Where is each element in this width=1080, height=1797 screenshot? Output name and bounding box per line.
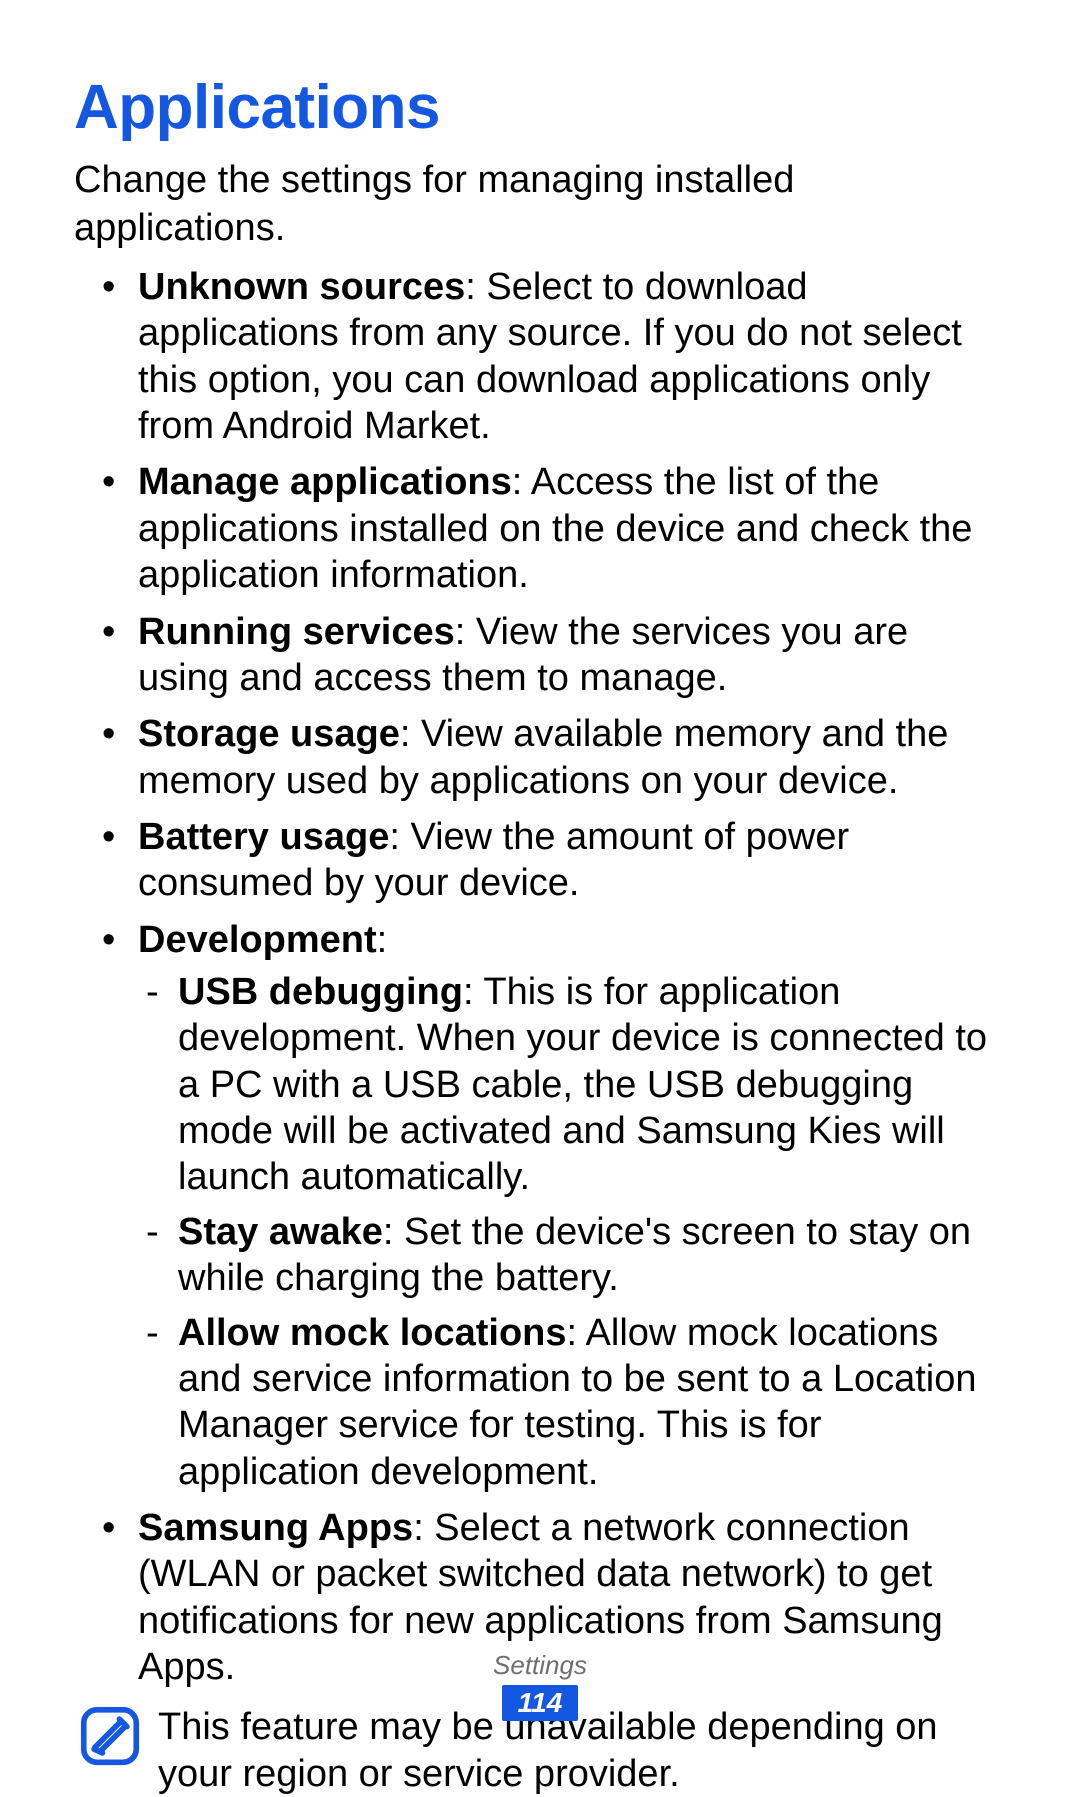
settings-list: Unknown sources: Select to download appl… — [74, 264, 1006, 1690]
sub-item-label: Stay awake — [178, 1211, 383, 1253]
sub-list: USB debugging: This is for application d… — [138, 969, 1006, 1495]
sub-list-item: Stay awake: Set the device's screen to s… — [142, 1209, 1006, 1302]
list-item: Manage applications: Access the list of … — [102, 459, 1006, 598]
item-label: Battery usage — [138, 816, 389, 858]
section-title: Applications — [74, 72, 1006, 143]
list-item: Development: USB debugging: This is for … — [102, 917, 1006, 1495]
page-number-badge: 114 — [502, 1685, 579, 1721]
item-text: : — [377, 919, 388, 961]
sub-item-label: USB debugging — [178, 971, 463, 1013]
intro-text: Change the settings for managing install… — [74, 157, 1006, 252]
item-label: Storage usage — [138, 713, 400, 755]
list-item: Battery usage: View the amount of power … — [102, 814, 1006, 907]
sub-list-item: USB debugging: This is for application d… — [142, 969, 1006, 1201]
sub-list-item: Allow mock locations: Allow mock locatio… — [142, 1310, 1006, 1495]
sub-item-label: Allow mock locations — [178, 1312, 567, 1354]
list-item: Running services: View the services you … — [102, 609, 1006, 702]
list-item: Storage usage: View available memory and… — [102, 711, 1006, 804]
item-label: Samsung Apps — [138, 1507, 413, 1549]
item-label: Unknown sources — [138, 266, 465, 308]
manual-page: Applications Change the settings for man… — [0, 0, 1080, 1771]
list-item: Unknown sources: Select to download appl… — [102, 264, 1006, 449]
item-label: Running services — [138, 611, 455, 653]
page-footer: Settings 114 — [0, 1650, 1080, 1721]
item-label: Manage applications — [138, 461, 512, 503]
footer-section: Settings — [0, 1650, 1080, 1681]
item-label: Development — [138, 919, 377, 961]
